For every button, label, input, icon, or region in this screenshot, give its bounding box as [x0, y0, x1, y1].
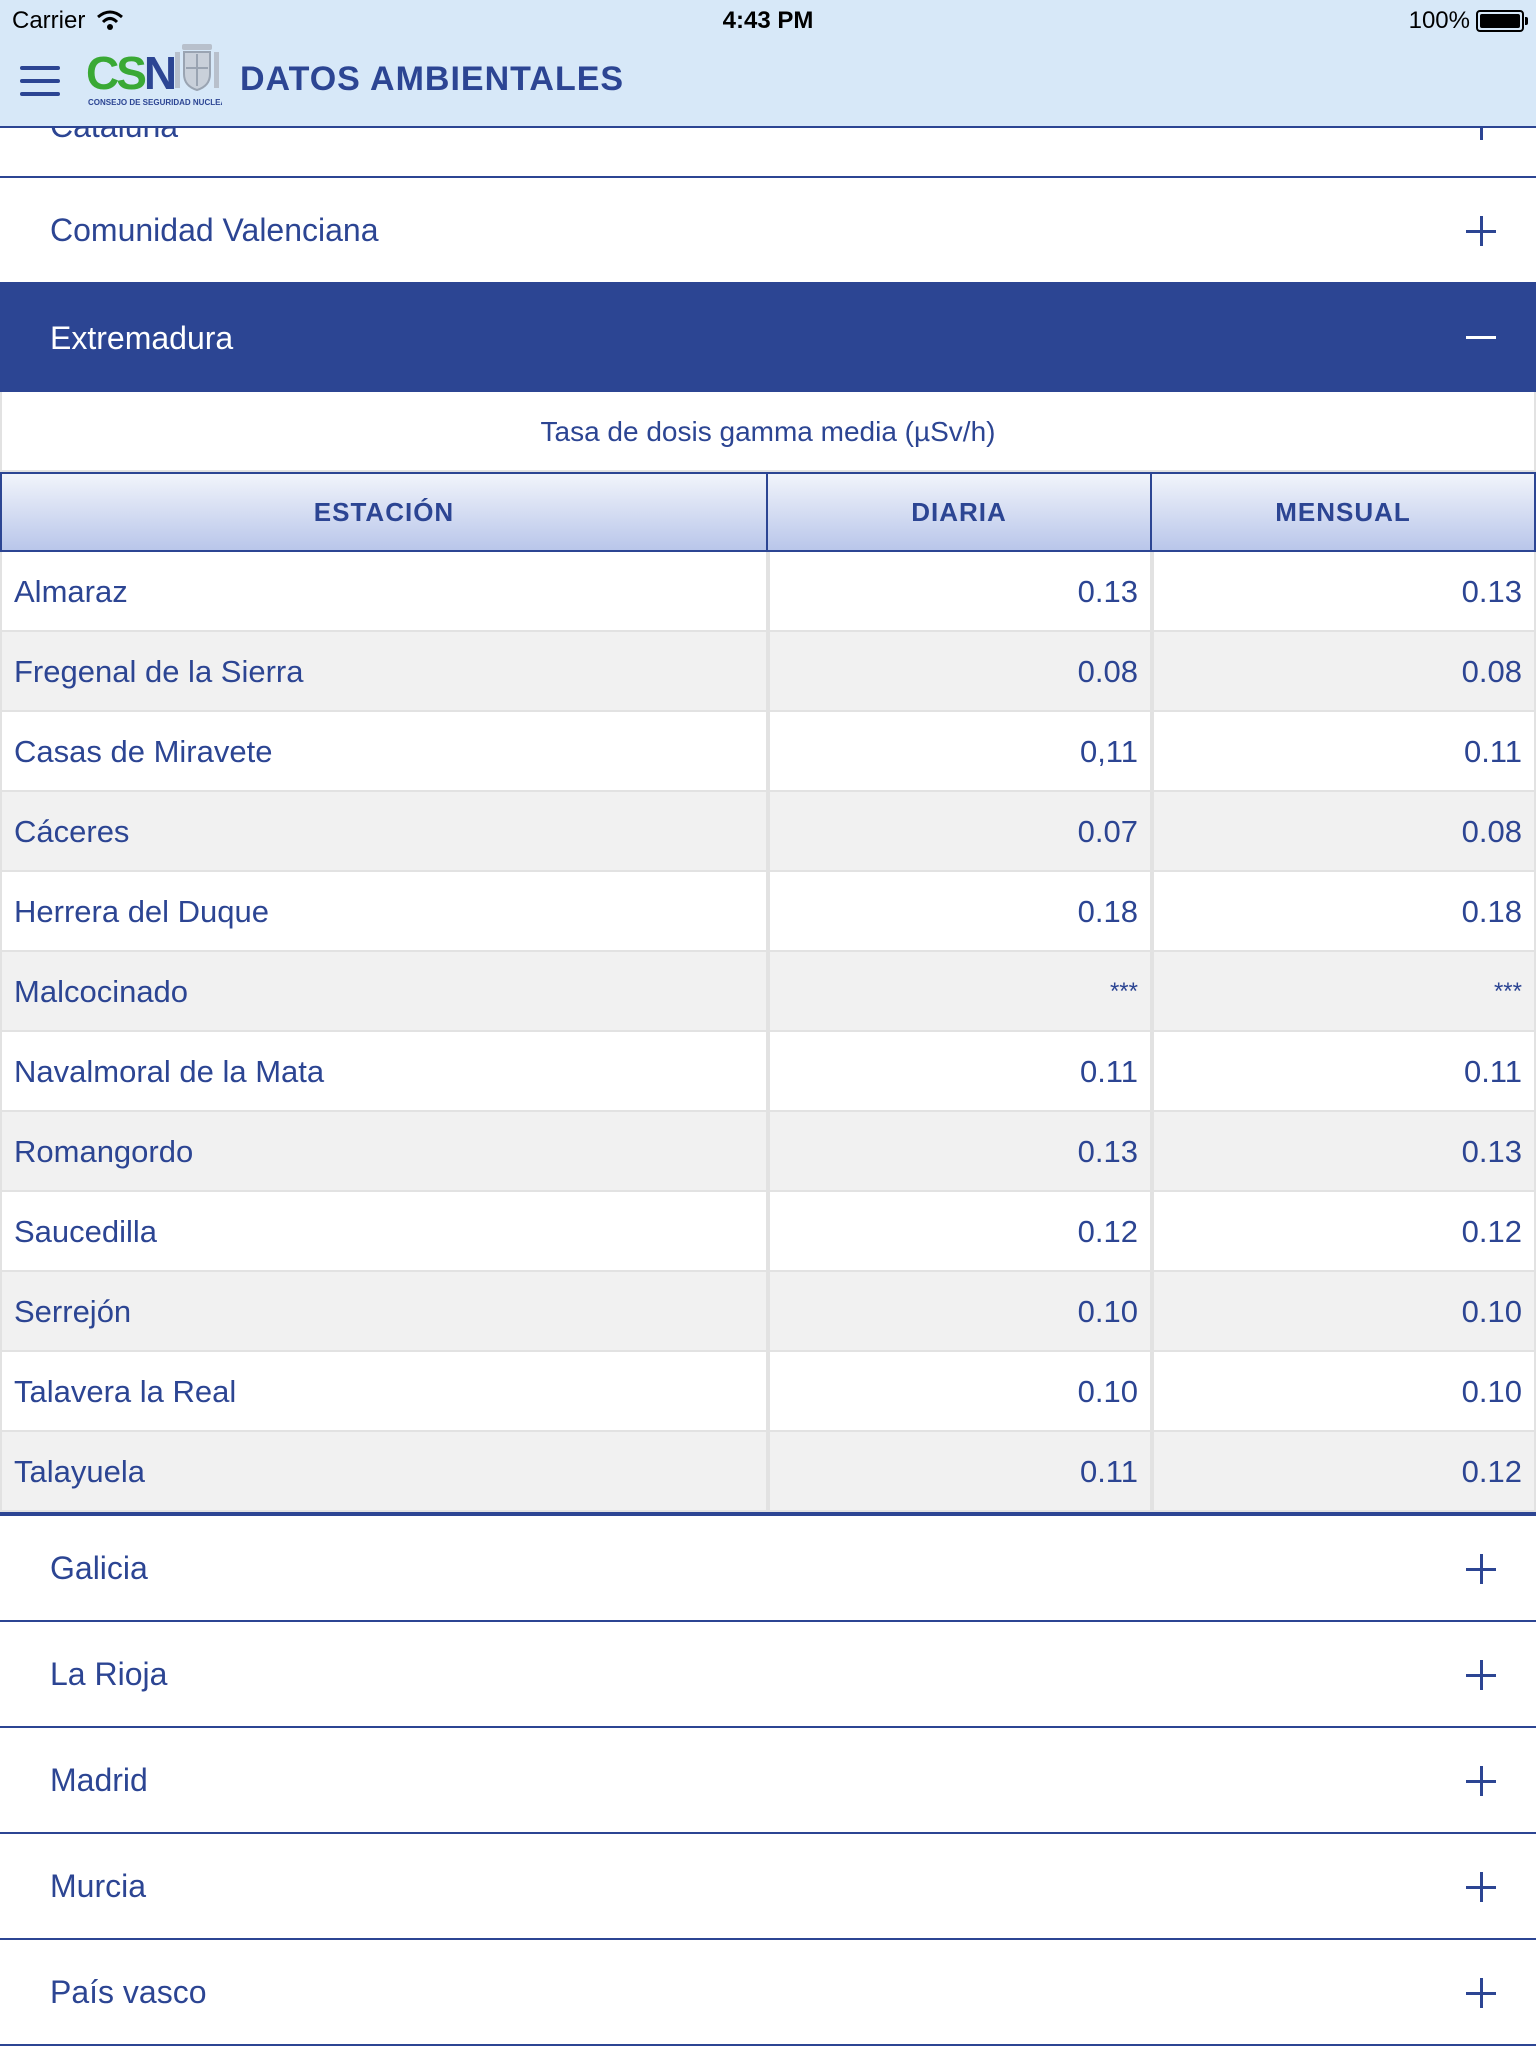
plus-icon [1466, 1554, 1496, 1584]
accordion-row-la-rioja[interactable]: La Rioja [0, 1622, 1536, 1728]
monthly-cell: 0.12 [1152, 1192, 1536, 1272]
table-row: Malcocinado *** *** [0, 952, 1536, 1032]
plus-icon [1466, 1660, 1496, 1690]
daily-cell: 0.07 [768, 792, 1152, 872]
hamburger-menu-icon[interactable] [20, 66, 60, 98]
monthly-cell: *** [1152, 952, 1536, 1032]
station-cell: Casas de Miravete [0, 712, 768, 792]
station-cell: Talavera la Real [0, 1352, 768, 1432]
station-cell: Saucedilla [0, 1192, 768, 1272]
daily-cell: 0.18 [768, 872, 1152, 952]
accordion-label: Comunidad Valenciana [50, 212, 379, 248]
status-time: 4:43 PM [722, 7, 814, 34]
plus-icon [1466, 216, 1496, 246]
table-row: Saucedilla 0.12 0.12 [0, 1192, 1536, 1272]
plus-icon [1466, 1978, 1496, 2008]
column-header-station: ESTACIÓN [0, 472, 768, 552]
monthly-cell: 0.10 [1152, 1352, 1536, 1432]
daily-cell: 0.10 [768, 1352, 1152, 1432]
daily-cell: 0.08 [768, 632, 1152, 712]
daily-cell: 0,11 [768, 712, 1152, 792]
column-header-monthly: MENSUAL [1150, 472, 1536, 552]
page-title: DATOS AMBIENTALES [240, 60, 625, 98]
accordion-row-comunidad-valenciana[interactable]: Comunidad Valenciana [0, 178, 1536, 284]
table-row: Herrera del Duque 0.18 0.18 [0, 872, 1536, 952]
table-row: Romangordo 0.13 0.13 [0, 1112, 1536, 1192]
monthly-cell: 0.11 [1152, 1032, 1536, 1112]
station-cell: Talayuela [0, 1432, 768, 1512]
daily-cell: 0.12 [768, 1192, 1152, 1272]
station-cell: Cáceres [0, 792, 768, 872]
daily-cell: 0.10 [768, 1272, 1152, 1352]
accordion-label: Galicia [50, 1550, 148, 1586]
accordion-row-extremadura[interactable]: Extremadura [0, 284, 1536, 392]
battery-percentage: 100% [1408, 7, 1470, 34]
accordion-row-murcia[interactable]: Murcia [0, 1834, 1536, 1940]
accordion-label: Extremadura [50, 320, 234, 356]
app-header: Carrier 4:43 PM 100% CSN CONSEJO DE SEGU… [0, 0, 1536, 128]
table-row: Talayuela 0.11 0.12 [0, 1432, 1536, 1512]
wifi-icon [97, 10, 123, 30]
monthly-cell: 0.12 [1152, 1432, 1536, 1512]
table-row: Cáceres 0.07 0.08 [0, 792, 1536, 872]
accordion-row-galicia[interactable]: Galicia [0, 1516, 1536, 1622]
daily-cell: 0.13 [768, 1112, 1152, 1192]
csn-logo: CSN CONSEJO DE SEGURIDAD NUCLEAR [86, 36, 222, 106]
table-row: Navalmoral de la Mata 0.11 0.11 [0, 1032, 1536, 1112]
monthly-cell: 0.08 [1152, 792, 1536, 872]
station-cell: Almaraz [0, 552, 768, 632]
station-cell: Navalmoral de la Mata [0, 1032, 768, 1112]
monthly-cell: 0.13 [1152, 1112, 1536, 1192]
battery-icon [1476, 10, 1528, 32]
station-cell: Romangordo [0, 1112, 768, 1192]
table-header-row: ESTACIÓN DIARIA MENSUAL [0, 472, 1536, 552]
monthly-cell: 0.10 [1152, 1272, 1536, 1352]
accordion-row-madrid[interactable]: Madrid [0, 1728, 1536, 1834]
status-carrier: Carrier [12, 7, 86, 34]
accordion-row-pais-vasco[interactable]: País vasco [0, 1940, 1536, 2046]
station-cell: Serrejón [0, 1272, 768, 1352]
plus-icon [1466, 1872, 1496, 1902]
daily-cell: 0.11 [768, 1432, 1152, 1512]
daily-cell: 0.11 [768, 1032, 1152, 1112]
table-row: Fregenal de la Sierra 0.08 0.08 [0, 632, 1536, 712]
dose-rate-table: Tasa de dosis gamma media (µSv/h) ESTACI… [0, 392, 1536, 1516]
status-bar: Carrier 4:43 PM 100% [0, 0, 1536, 40]
column-header-daily: DIARIA [766, 472, 1152, 552]
table-caption: Tasa de dosis gamma media (µSv/h) [0, 392, 1536, 472]
minus-icon [1466, 322, 1496, 352]
accordion-label: La Rioja [50, 1656, 168, 1692]
table-row: Talavera la Real 0.10 0.10 [0, 1352, 1536, 1432]
table-row: Casas de Miravete 0,11 0.11 [0, 712, 1536, 792]
accordion-label: Madrid [50, 1762, 148, 1798]
station-cell: Malcocinado [0, 952, 768, 1032]
monthly-cell: 0.08 [1152, 632, 1536, 712]
plus-icon [1466, 1766, 1496, 1796]
coat-of-arms-icon [175, 44, 219, 92]
monthly-cell: 0.11 [1152, 712, 1536, 792]
station-cell: Fregenal de la Sierra [0, 632, 768, 712]
daily-cell: *** [768, 952, 1152, 1032]
table-row: Serrejón 0.10 0.10 [0, 1272, 1536, 1352]
table-row: Almaraz 0.13 0.13 [0, 552, 1536, 632]
monthly-cell: 0.18 [1152, 872, 1536, 952]
accordion-label: País vasco [50, 1974, 207, 2010]
daily-cell: 0.13 [768, 552, 1152, 632]
station-cell: Herrera del Duque [0, 872, 768, 952]
monthly-cell: 0.13 [1152, 552, 1536, 632]
accordion-label: Murcia [50, 1868, 147, 1904]
